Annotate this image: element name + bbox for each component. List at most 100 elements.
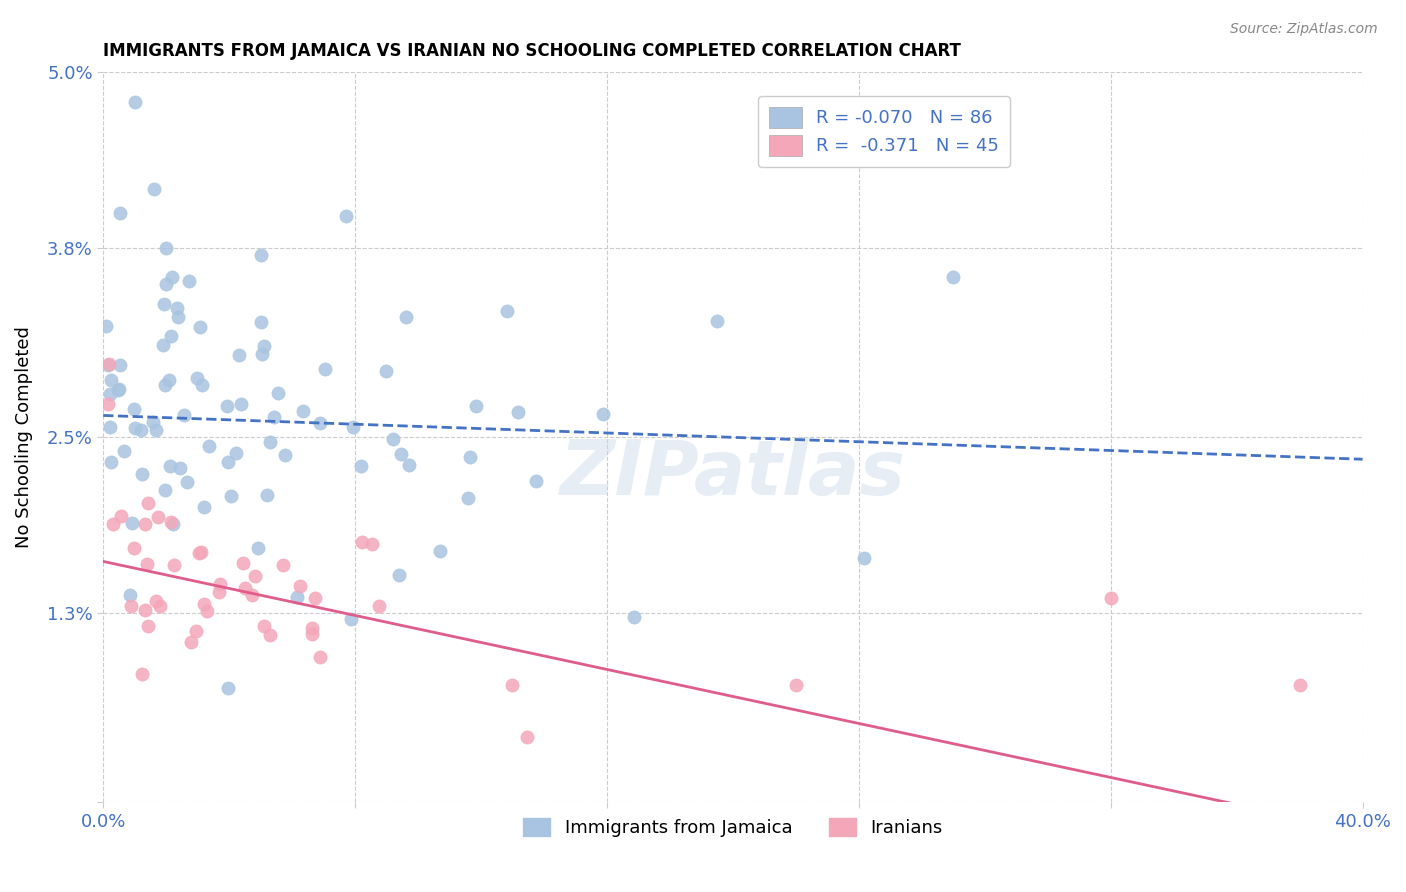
Point [335,209,357,223]
Point [145,594,167,608]
Point [124,95,146,109]
Point [852,551,875,566]
Point [155,241,177,255]
Point [142,415,165,429]
Point [233,581,256,595]
Text: ZIPatlas: ZIPatlas [560,437,905,511]
Point [159,516,181,530]
Point [506,405,529,419]
Point [249,248,271,262]
Point [253,619,276,633]
Point [308,649,330,664]
Point [169,460,191,475]
Point [250,315,273,329]
Point [292,404,315,418]
Point [301,627,323,641]
Point [188,546,211,560]
Point [217,681,239,696]
Point [134,516,156,531]
Point [193,597,215,611]
Point [252,347,274,361]
Point [706,313,728,327]
Text: IMMIGRANTS FROM JAMAICA VS IRANIAN NO SCHOOLING COMPLETED CORRELATION CHART: IMMIGRANTS FROM JAMAICA VS IRANIAN NO SC… [103,42,962,60]
Point [368,599,391,614]
Point [153,377,176,392]
Point [190,545,212,559]
Point [121,516,143,530]
Point [342,420,364,434]
Point [240,588,263,602]
Point [108,206,131,220]
Point [153,297,176,311]
Point [290,579,312,593]
Y-axis label: No Schooling Completed: No Schooling Completed [15,326,32,549]
Point [228,348,250,362]
Point [361,537,384,551]
Point [285,590,308,604]
Point [225,446,247,460]
Point [96,318,118,333]
Point [134,603,156,617]
Point [395,310,418,324]
Point [193,500,215,515]
Point [162,516,184,531]
Point [98,420,121,434]
Point [592,407,614,421]
Text: Source: ZipAtlas.com: Source: ZipAtlas.com [1230,22,1378,37]
Point [186,371,208,385]
Point [98,357,121,371]
Point [136,619,159,633]
Point [259,628,281,642]
Point [173,409,195,423]
Point [136,496,159,510]
Point [179,274,201,288]
Point [263,409,285,424]
Point [122,541,145,555]
Point [108,358,131,372]
Point [429,544,451,558]
Point [267,386,290,401]
Point [1288,678,1310,692]
Point [352,535,374,549]
Point [457,491,479,506]
Point [120,599,142,613]
Point [146,510,169,524]
Point [145,423,167,437]
Point [97,358,120,372]
Point [131,423,153,437]
Point [180,635,202,649]
Point [112,444,135,458]
Point [217,399,239,413]
Point [159,459,181,474]
Point [149,599,172,614]
Point [339,612,361,626]
Point [100,454,122,468]
Point [942,269,965,284]
Point [195,604,218,618]
Point [301,621,323,635]
Point [190,378,212,392]
Point [100,373,122,387]
Point [465,399,488,413]
Point [163,558,186,573]
Point [190,320,212,334]
Point [157,374,180,388]
Point [155,277,177,291]
Point [107,383,129,397]
Legend: Immigrants from Jamaica, Iranians: Immigrants from Jamaica, Iranians [516,811,949,845]
Point [153,483,176,497]
Point [516,730,538,744]
Point [184,624,207,638]
Point [246,541,269,555]
Point [259,434,281,449]
Point [152,337,174,351]
Point [274,449,297,463]
Point [304,591,326,606]
Point [118,588,141,602]
Point [197,439,219,453]
Point [131,667,153,681]
Point [135,557,157,571]
Point [167,310,190,325]
Point [232,556,254,570]
Point [458,450,481,464]
